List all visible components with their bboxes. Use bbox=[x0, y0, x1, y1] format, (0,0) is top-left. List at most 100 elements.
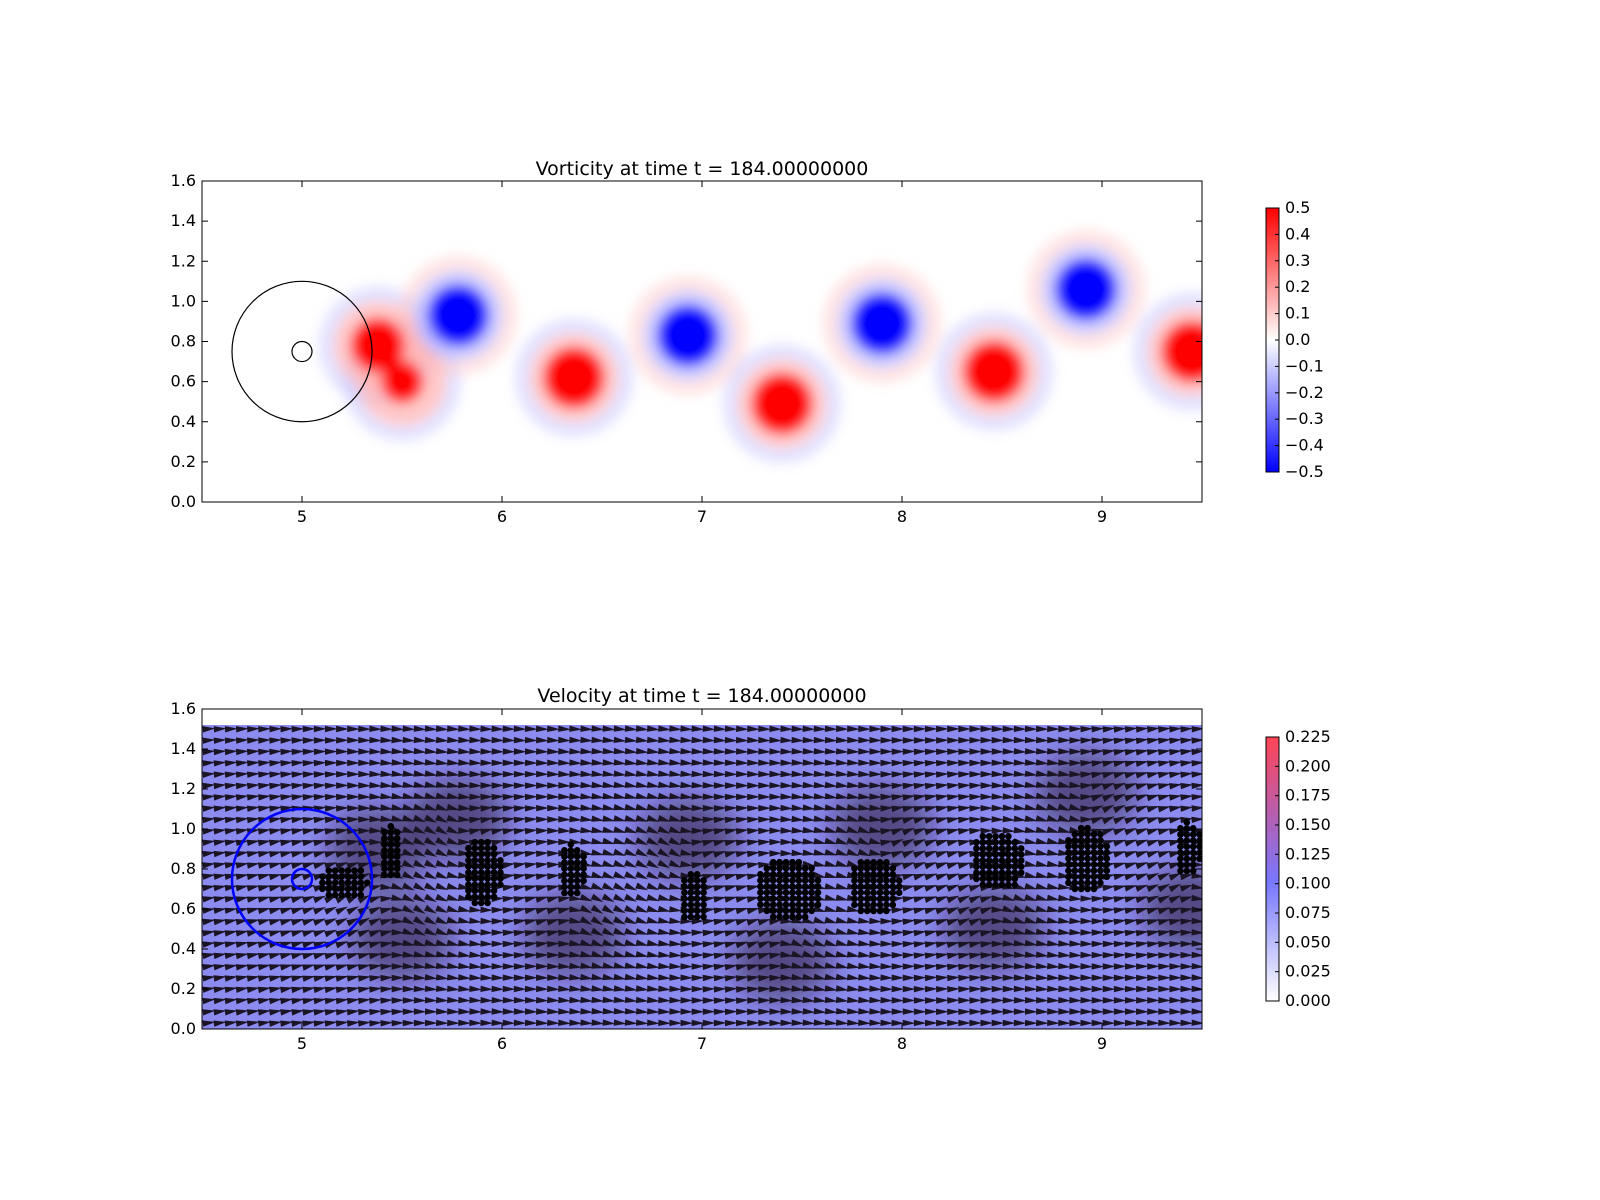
particle bbox=[1071, 855, 1079, 862]
velocity-arrow bbox=[724, 793, 738, 801]
velocity-arrow bbox=[269, 817, 283, 824]
velocity-arrow bbox=[502, 873, 516, 880]
particle bbox=[1017, 863, 1025, 870]
velocity-arrow bbox=[980, 771, 994, 778]
velocity-arrow bbox=[491, 1019, 505, 1026]
particle bbox=[998, 851, 1006, 858]
velocity-arrow bbox=[724, 736, 738, 744]
particle bbox=[1183, 837, 1191, 844]
particle bbox=[357, 867, 365, 874]
velocity-arrow bbox=[857, 848, 871, 857]
velocity-arrow bbox=[858, 759, 872, 766]
velocity-arrow bbox=[435, 871, 449, 879]
velocity-arrow bbox=[658, 725, 672, 732]
velocity-arrow bbox=[1035, 849, 1049, 856]
velocity-arrow bbox=[835, 770, 849, 777]
velocity-arrow bbox=[1036, 1019, 1049, 1027]
velocity-arrow bbox=[791, 748, 805, 755]
vorticity-colorbar-tick-label: −0.4 bbox=[1285, 436, 1324, 455]
velocity-arrow bbox=[1035, 792, 1049, 799]
velocity-arrow bbox=[769, 838, 783, 846]
velocity-arrow bbox=[1091, 906, 1105, 914]
velocity-arrow bbox=[213, 941, 227, 948]
velocity-arrow bbox=[1191, 771, 1202, 778]
particle bbox=[814, 901, 822, 909]
velocity-arrow bbox=[702, 805, 716, 812]
velocity-arrow bbox=[769, 963, 783, 970]
velocity-arrow bbox=[335, 952, 349, 960]
velocity-arrow bbox=[813, 736, 827, 744]
vortex-halo bbox=[935, 312, 1053, 431]
velocity-arrow bbox=[869, 917, 883, 925]
particle bbox=[1011, 851, 1019, 858]
velocity-arrow bbox=[536, 1008, 549, 1015]
velocity-arrow bbox=[613, 792, 627, 800]
velocity-arrow bbox=[558, 759, 572, 766]
velocity-arrow bbox=[735, 941, 749, 949]
velocity-arrow bbox=[913, 828, 927, 836]
velocity-arrow bbox=[724, 782, 738, 789]
velocity-arrow bbox=[413, 974, 427, 981]
particle bbox=[776, 913, 783, 921]
velocity-arrow bbox=[579, 927, 593, 936]
particle bbox=[497, 875, 504, 882]
velocity-arrow bbox=[524, 771, 538, 778]
velocity-arrow bbox=[435, 882, 449, 891]
velocity-arrow bbox=[835, 759, 849, 766]
particle bbox=[776, 871, 783, 878]
velocity-arrow bbox=[980, 930, 994, 937]
particle bbox=[484, 844, 491, 852]
particle bbox=[687, 895, 695, 902]
velocity-arrow bbox=[458, 759, 472, 766]
velocity-arrow bbox=[1013, 759, 1027, 766]
velocity-arrow bbox=[524, 839, 538, 846]
velocity-arrow bbox=[724, 975, 738, 982]
velocity-arrow bbox=[891, 805, 905, 813]
velocity-arrow bbox=[946, 840, 960, 847]
velocity-xtick-label: 7 bbox=[697, 1034, 707, 1053]
velocity-arrow bbox=[202, 862, 216, 869]
particle bbox=[863, 871, 871, 878]
velocity-arrow bbox=[491, 906, 505, 914]
velocity-arrow bbox=[213, 975, 227, 982]
velocity-arrow bbox=[1091, 726, 1105, 733]
velocity-arrow bbox=[569, 962, 583, 969]
velocity-arrow bbox=[913, 771, 927, 778]
velocity-arrow bbox=[202, 975, 216, 982]
velocity-arrow bbox=[213, 850, 227, 858]
particle bbox=[992, 863, 999, 870]
velocity-arrow bbox=[1147, 1019, 1160, 1027]
particle bbox=[1177, 837, 1184, 844]
particle bbox=[561, 877, 568, 885]
velocity-arrow bbox=[380, 804, 394, 811]
velocity-arrow bbox=[502, 748, 516, 755]
velocity-arrow bbox=[479, 828, 494, 835]
velocity-arrow bbox=[713, 952, 727, 959]
particle bbox=[1189, 837, 1197, 844]
velocity-arrow bbox=[458, 838, 472, 846]
velocity-arrow bbox=[224, 748, 238, 756]
velocity-arrow bbox=[502, 736, 516, 744]
velocity-arrow bbox=[413, 997, 427, 1004]
velocity-arrow bbox=[624, 871, 638, 880]
particle bbox=[769, 864, 777, 872]
velocity-arrow bbox=[424, 882, 438, 891]
velocity-arrow bbox=[1080, 906, 1094, 913]
velocity-arrow bbox=[524, 748, 538, 755]
velocity-arrow bbox=[680, 985, 694, 993]
velocity-arrow bbox=[591, 793, 605, 800]
velocity-arrow bbox=[780, 962, 794, 970]
velocity-arrow bbox=[724, 997, 738, 1004]
velocity-arrow bbox=[758, 1019, 772, 1027]
velocity-arrow bbox=[958, 1019, 972, 1027]
particle bbox=[795, 858, 803, 866]
velocity-arrow bbox=[502, 896, 516, 903]
velocity-arrow bbox=[413, 927, 426, 936]
velocity-arrow bbox=[1191, 940, 1202, 947]
velocity-arrow bbox=[369, 975, 383, 982]
velocity-arrow bbox=[324, 953, 338, 960]
velocity-arrow bbox=[746, 918, 760, 926]
velocity-arrow bbox=[991, 974, 1005, 981]
velocity-arrow bbox=[824, 996, 838, 1003]
velocity-arrow bbox=[613, 893, 626, 902]
